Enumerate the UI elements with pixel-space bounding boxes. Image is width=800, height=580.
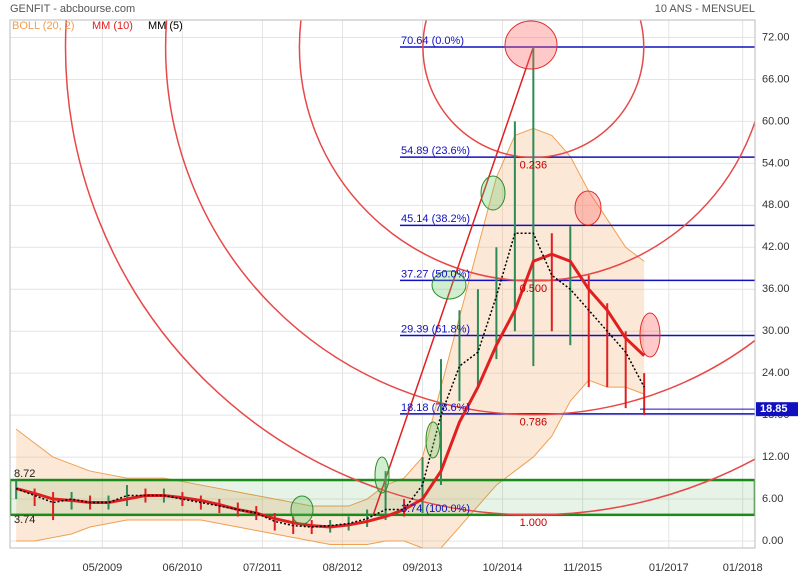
- fan-label: 0.786: [520, 417, 548, 429]
- fib-label: 37.27 (50.0%): [401, 268, 470, 280]
- fan-label: 0.236: [520, 159, 548, 171]
- fib-label: 3.74 (100.0%): [401, 503, 470, 515]
- y-tick-label: 0.00: [762, 535, 783, 547]
- x-tick-label: 10/2014: [483, 562, 523, 574]
- last-price-box: [756, 402, 798, 417]
- plot-frame: [9, 19, 756, 549]
- highlight: [504, 20, 558, 70]
- fan-arc: [164, 20, 755, 416]
- trend-line: [372, 46, 535, 516]
- y-tick-label: 54.00: [762, 157, 790, 169]
- y-tick-label: 48.00: [762, 199, 790, 211]
- x-tick-label: 01/2017: [649, 562, 689, 574]
- legend-boll: BOLL (20, 2): [12, 20, 75, 32]
- fan-label: 0.500: [520, 283, 548, 295]
- highlight: [639, 312, 661, 358]
- y-tick-label: 60.00: [762, 115, 790, 127]
- legend-mm5: MM (5): [148, 20, 183, 32]
- x-tick-label: 05/2009: [82, 562, 122, 574]
- fib-label: 29.39 (61.8%): [401, 323, 470, 335]
- highlight: [290, 495, 314, 525]
- fan-arc: [64, 20, 755, 516]
- y-tick-label: 30.00: [762, 325, 790, 337]
- y-tick-label: 42.00: [762, 241, 790, 253]
- fib-label: 45.14 (38.2%): [401, 213, 470, 225]
- y-tick-label: 24.00: [762, 367, 790, 379]
- y-tick-label: 72.00: [762, 31, 790, 43]
- fib-label: 70.64 (0.0%): [401, 35, 464, 47]
- x-tick-label: 09/2013: [403, 562, 443, 574]
- highlight: [374, 456, 390, 494]
- fan-label: 1.000: [520, 517, 548, 529]
- legend-mm10: MM (10): [92, 20, 133, 32]
- x-tick-label: 07/2011: [243, 562, 282, 574]
- chart-title: GENFIT - abcbourse.com: [10, 3, 135, 15]
- y-tick-label: 6.00: [762, 493, 783, 505]
- chart-subtitle: 10 ANS - MENSUEL: [655, 3, 755, 15]
- moving-average: [15, 232, 645, 528]
- zone-label: 3.74: [14, 514, 35, 526]
- y-tick-label: 12.00: [762, 451, 790, 463]
- highlight: [431, 270, 467, 300]
- zone-label: 8.72: [14, 468, 35, 480]
- fib-label: 18.18 (78.6%): [401, 402, 470, 414]
- x-tick-label: 08/2012: [323, 562, 363, 574]
- x-tick-label: 11/2015: [563, 562, 602, 574]
- highlight: [574, 190, 602, 226]
- moving-average: [15, 252, 646, 529]
- bollinger-lower: [16, 379, 645, 548]
- y-tick-label: 36.00: [762, 283, 790, 295]
- bollinger-band: [16, 128, 645, 548]
- bollinger-upper: [15, 127, 645, 507]
- y-tick-label: 66.00: [762, 73, 790, 85]
- x-tick-label: 01/2018: [723, 562, 763, 574]
- fib-label: 54.89 (23.6%): [401, 145, 470, 157]
- last-price-label: 18.85: [760, 403, 788, 415]
- highlight: [425, 421, 441, 459]
- highlight: [480, 175, 506, 211]
- x-tick-label: 06/2010: [163, 562, 203, 574]
